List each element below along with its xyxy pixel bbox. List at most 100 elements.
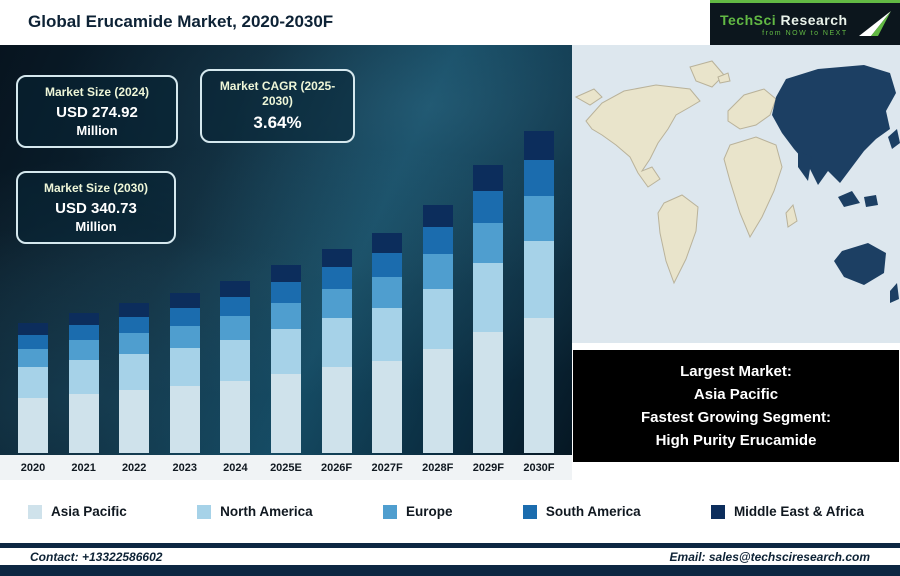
bar-segment bbox=[68, 340, 99, 360]
legend-swatch-icon bbox=[522, 504, 537, 519]
footer-email: Email: sales@techsciresearch.com bbox=[669, 549, 870, 564]
bar-2030F bbox=[523, 131, 554, 453]
bar-segment bbox=[523, 131, 554, 160]
bar-segment bbox=[523, 318, 554, 453]
bar-segment bbox=[270, 303, 301, 329]
bar-segment bbox=[473, 191, 504, 223]
bar-segment bbox=[18, 349, 48, 367]
bar-segment bbox=[270, 265, 301, 282]
bar-segment bbox=[372, 308, 403, 361]
stat-label: Market Size (2024) bbox=[44, 85, 150, 99]
bar-segment bbox=[119, 333, 150, 354]
stat-unit: Million bbox=[76, 123, 118, 138]
legend-swatch-icon bbox=[710, 504, 725, 519]
map-new-zealand bbox=[890, 283, 899, 303]
map-india bbox=[798, 151, 812, 181]
bar-segment bbox=[220, 316, 251, 340]
logo-tagline: from NOW to NEXT bbox=[762, 29, 848, 37]
note-line: High Purity Erucamide bbox=[655, 432, 817, 449]
bar-segment bbox=[321, 318, 352, 367]
bar-cell-2026F bbox=[318, 249, 356, 453]
bar-segment bbox=[523, 160, 554, 196]
map-alaska bbox=[574, 88, 603, 106]
world-map bbox=[572, 45, 900, 343]
chart-panel: Market Size (2024) USD 274.92 Million Ma… bbox=[0, 45, 572, 455]
bar-segment bbox=[422, 349, 453, 453]
x-axis-label: 2030F bbox=[523, 461, 555, 474]
bar-cell-2022 bbox=[115, 303, 153, 453]
bar-segment bbox=[169, 293, 200, 308]
bar-segment bbox=[18, 367, 48, 398]
map-north-america bbox=[585, 84, 701, 188]
map-africa bbox=[723, 136, 783, 239]
x-axis-label: 2022 bbox=[121, 461, 147, 474]
legend-label: North America bbox=[220, 504, 313, 519]
logo-name-1: TechSci bbox=[720, 11, 777, 28]
bar-2029F bbox=[473, 165, 504, 453]
legend-label: Europe bbox=[405, 504, 453, 519]
bar-segment bbox=[119, 317, 150, 333]
bar-cell-2025E bbox=[267, 265, 305, 453]
logo-text: TechSci Research from NOW to NEXT bbox=[720, 12, 848, 37]
stat-market-cagr: Market CAGR (2025-2030) 3.64% bbox=[200, 69, 355, 143]
legend-swatch-icon bbox=[28, 504, 42, 519]
bar-segment bbox=[372, 277, 403, 308]
bar-cell-2030F bbox=[520, 131, 558, 453]
legend-label: Middle East & Africa bbox=[733, 504, 864, 519]
footer-contact-row: Contact: +13322586602 Email: sales@techs… bbox=[0, 548, 900, 565]
bar-2026F bbox=[321, 249, 352, 453]
x-axis-label: 2029F bbox=[472, 461, 504, 474]
bar-segment bbox=[119, 390, 150, 453]
footer: Contact: +13322586602 Email: sales@techs… bbox=[0, 543, 900, 576]
bar-segment bbox=[68, 313, 99, 325]
bar-segment bbox=[270, 282, 301, 303]
bar-segment bbox=[523, 196, 554, 241]
bar-segment bbox=[321, 289, 352, 318]
bar-segment bbox=[372, 233, 403, 253]
bar-segment bbox=[169, 326, 200, 348]
legend-item: South America bbox=[522, 504, 641, 519]
footer-contact: Contact: +13322586602 bbox=[30, 549, 163, 564]
techsci-logo: TechSci Research from NOW to NEXT bbox=[710, 0, 900, 45]
stat-market-size-2030: Market Size (2030) USD 340.73 Million bbox=[16, 171, 176, 244]
bar-segment bbox=[18, 335, 48, 349]
legend-label: South America bbox=[545, 504, 641, 519]
bar-segment bbox=[270, 329, 301, 374]
map-madagascar bbox=[785, 203, 798, 228]
bar-segment bbox=[18, 323, 48, 335]
bar-cell-2021 bbox=[65, 313, 103, 453]
map-europe bbox=[727, 88, 777, 130]
x-axis-label: 2024 bbox=[223, 461, 248, 474]
x-axis-label: 2028F bbox=[422, 461, 454, 474]
note-line: Fastest Growing Segment: bbox=[640, 409, 832, 426]
bar-2022 bbox=[119, 303, 150, 453]
bar-segment bbox=[220, 340, 251, 381]
x-axis-label: 2023 bbox=[172, 461, 198, 474]
bar-segment bbox=[422, 289, 453, 349]
map-greenland bbox=[689, 60, 725, 88]
bar-segment bbox=[220, 381, 251, 453]
stat-market-size-2024: Market Size (2024) USD 274.92 Million bbox=[16, 75, 178, 148]
world-map-image bbox=[572, 45, 900, 343]
x-axis-label: 2027F bbox=[371, 461, 403, 474]
map-iceland bbox=[717, 72, 731, 84]
map-column: Largest Market: Asia Pacific Fastest Gro… bbox=[572, 45, 900, 480]
bar-cell-2029F bbox=[469, 165, 507, 453]
bar-segment bbox=[169, 386, 200, 453]
map-indonesia bbox=[864, 195, 878, 207]
bar-segment bbox=[372, 253, 403, 277]
legend-item: Asia Pacific bbox=[28, 504, 127, 519]
note-line: Largest Market: bbox=[680, 363, 792, 380]
map-japan bbox=[888, 129, 900, 149]
x-axis-label: 2025E bbox=[270, 461, 302, 474]
bar-segment bbox=[372, 361, 403, 453]
footer-bottom-bar bbox=[0, 565, 900, 576]
bar-chart bbox=[0, 131, 572, 453]
legend-item: North America bbox=[197, 504, 313, 519]
bar-segment bbox=[220, 281, 251, 297]
x-axis-labels: 2020 2021 2022 2023 2024 2025E 2026F 2027F 2028F… bbox=[0, 455, 572, 480]
legend-swatch-icon bbox=[197, 504, 212, 519]
x-axis-label: 2026F bbox=[320, 461, 353, 474]
legend-swatch-icon bbox=[382, 504, 397, 519]
main-area: Market Size (2024) USD 274.92 Million Ma… bbox=[0, 45, 900, 480]
